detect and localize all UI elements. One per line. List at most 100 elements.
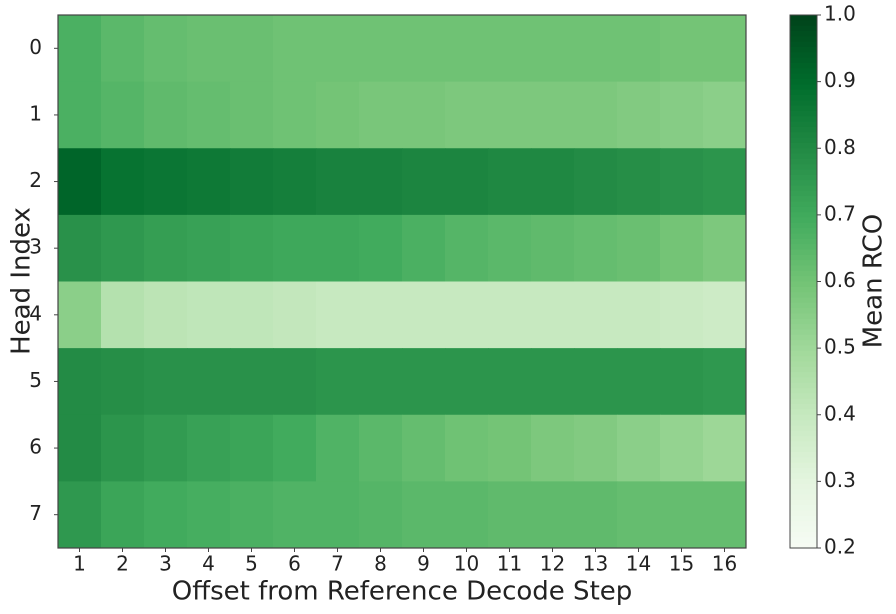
heatmap-cell (617, 348, 661, 416)
x-tick-label: 7 (331, 552, 344, 576)
heatmap-cell (101, 81, 145, 149)
colorbar-segment (790, 318, 817, 325)
heatmap-cell (617, 81, 661, 149)
x-tick-label: 9 (417, 552, 430, 576)
heatmap-cell (58, 348, 102, 416)
colorbar-segment (790, 350, 817, 357)
x-tick-label: 16 (712, 552, 737, 576)
colorbar-segment (790, 484, 817, 490)
heatmap-cell (273, 414, 317, 482)
colorbar-segment (790, 462, 817, 469)
colorbar-segment (790, 116, 817, 123)
colorbar-segment (790, 153, 817, 160)
heatmap-cell (617, 281, 661, 349)
heatmap-cell (703, 81, 747, 149)
colorbar-segment (790, 425, 817, 432)
colorbar-segment (790, 89, 817, 96)
heatmap-cell (531, 148, 575, 216)
colorbar-segment (790, 41, 817, 48)
colorbar-segment (790, 297, 817, 304)
y-tick-label: 7 (29, 501, 42, 525)
heatmap-cell (316, 148, 360, 216)
heatmap-cell (144, 81, 188, 149)
colorbar-segment (790, 36, 817, 43)
heatmap-cell (488, 214, 532, 282)
colorbar-segment (790, 148, 817, 155)
heatmap-cell (359, 414, 403, 482)
colorbar-segment (790, 169, 817, 176)
heatmap-cell (58, 481, 102, 549)
heatmap-cell (58, 15, 102, 83)
colorbar-segment (790, 388, 817, 395)
heatmap-cell (574, 414, 618, 482)
colorbar-segment (790, 537, 817, 544)
heatmap-cell (359, 214, 403, 282)
heatmap-cell (316, 15, 360, 83)
colorbar-segment (790, 516, 817, 522)
heatmap-cell (488, 81, 532, 149)
colorbar-label: Mean RCO (859, 214, 889, 349)
colorbar-segment (790, 489, 817, 496)
heatmap-cell (187, 148, 231, 216)
heatmap-cell (402, 214, 446, 282)
x-tick-label: 5 (245, 552, 258, 576)
heatmap-cell (617, 481, 661, 549)
colorbar-segment (790, 505, 817, 512)
colorbar-segment (790, 382, 817, 389)
heatmap-cell (660, 81, 704, 149)
colorbar-segment (790, 25, 817, 32)
heatmap-cell (230, 81, 274, 149)
heatmap-cell (617, 214, 661, 282)
colorbar-segment (790, 244, 817, 251)
colorbar-segment (790, 164, 817, 171)
colorbar-segment (790, 361, 817, 368)
heatmap-cell (660, 348, 704, 416)
heatmap-cell (445, 281, 489, 349)
heatmap-cell (144, 214, 188, 282)
heatmap-cell (402, 81, 446, 149)
colorbar-segment (790, 526, 817, 533)
colorbar-segment (790, 142, 817, 149)
heatmap-cell (488, 148, 532, 216)
colorbar-segment (790, 473, 817, 480)
heatmap-cell (574, 15, 618, 83)
heatmap-cell (101, 414, 145, 482)
heatmap-cell (531, 81, 575, 149)
colorbar-segment (790, 105, 817, 112)
colorbar-segment (790, 532, 817, 538)
colorbar-tick-label: 1.0 (824, 2, 856, 26)
heatmap-cell (230, 414, 274, 482)
heatmap-cell (273, 281, 317, 349)
heatmap-cell (58, 81, 102, 149)
colorbar-segment (790, 414, 817, 421)
heatmap-cell (402, 414, 446, 482)
heatmap-cell (488, 481, 532, 549)
colorbar-segment (790, 286, 817, 293)
colorbar-segment (790, 217, 817, 224)
colorbar-segment (790, 510, 817, 517)
colorbar-segment (790, 73, 817, 80)
colorbar-segment (790, 46, 817, 53)
heatmap-cell (230, 214, 274, 282)
y-tick-label: 0 (29, 35, 42, 59)
colorbar-segment (790, 57, 817, 64)
colorbar-segment (790, 185, 817, 192)
colorbar-segment (790, 329, 817, 336)
heatmap-cell (703, 281, 747, 349)
plot-frame (57, 14, 747, 549)
y-tick-label: 1 (29, 101, 42, 125)
colorbar-segment (790, 372, 817, 379)
heatmap-cell (230, 481, 274, 549)
colorbar-segment (790, 356, 817, 363)
y-tick-label: 3 (29, 235, 42, 259)
heatmap-cell (488, 281, 532, 349)
heatmap-cell (273, 348, 317, 416)
heatmap-cell (101, 148, 145, 216)
heatmap-cell (230, 148, 274, 216)
x-tick-label: 4 (202, 552, 215, 576)
y-tick-label: 2 (29, 168, 42, 192)
colorbar-segment (790, 249, 817, 256)
heatmap-cell (488, 348, 532, 416)
heatmap-cell (230, 348, 274, 416)
heatmap-cell (316, 481, 360, 549)
